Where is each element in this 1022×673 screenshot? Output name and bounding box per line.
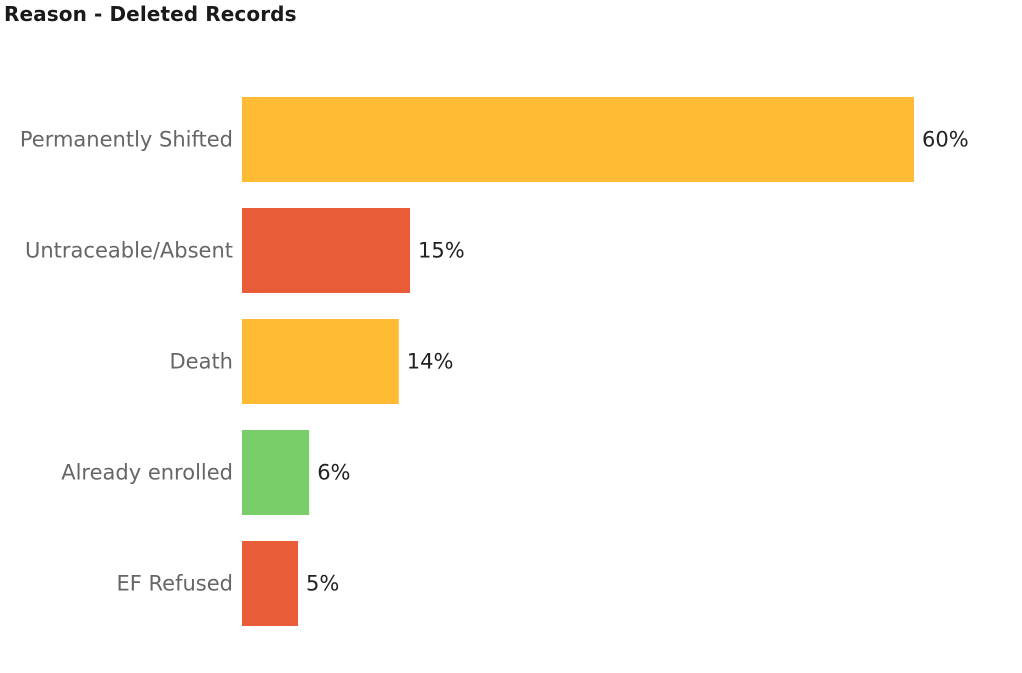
bar-4 (242, 541, 298, 626)
value-label-4: 5% (306, 572, 339, 596)
category-label-2: Death (169, 350, 233, 374)
bar-0 (242, 97, 914, 182)
bar-3 (242, 430, 310, 515)
value-label-1: 15% (418, 239, 465, 263)
bar-2 (242, 319, 399, 404)
bar-1 (242, 208, 410, 293)
value-label-3: 6% (317, 461, 350, 485)
chart-title: Reason - Deleted Records (4, 2, 297, 26)
value-label-2: 14% (407, 350, 454, 374)
category-label-4: EF Refused (117, 572, 233, 596)
category-label-1: Untraceable/Absent (25, 239, 233, 263)
value-label-0: 60% (922, 128, 969, 152)
category-label-3: Already enrolled (61, 461, 233, 485)
category-label-0: Permanently Shifted (20, 128, 233, 152)
